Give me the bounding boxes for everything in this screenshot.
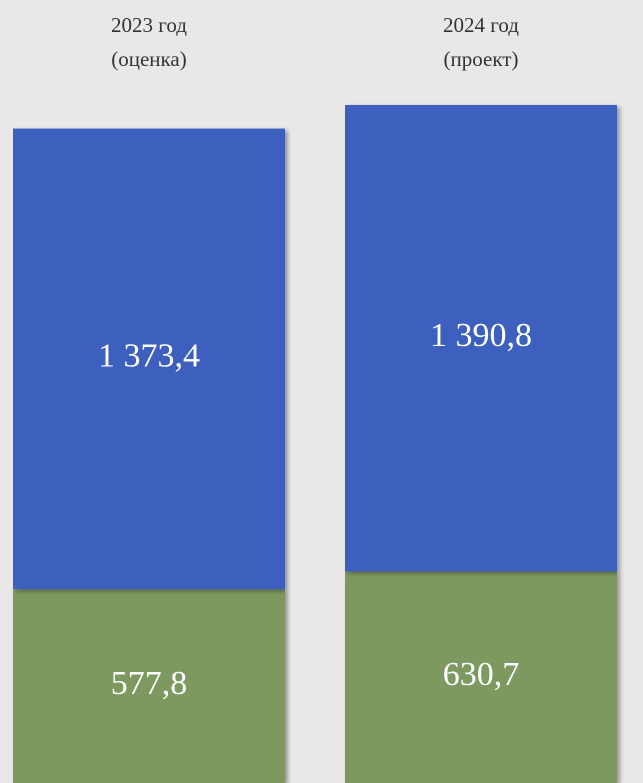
bar-segment [345,105,617,572]
value-label: 577,8 [111,665,188,702]
category-label: 2024 год (проект) [443,13,519,71]
bar-segment [13,589,285,783]
value-label: 1 390,8 [430,317,532,354]
category-label: 2023 год (оценка) [111,13,187,71]
bar-segment [13,128,285,590]
bar-segment [345,571,617,783]
value-label: 630,7 [443,656,520,693]
value-label: 1 373,4 [98,338,200,375]
